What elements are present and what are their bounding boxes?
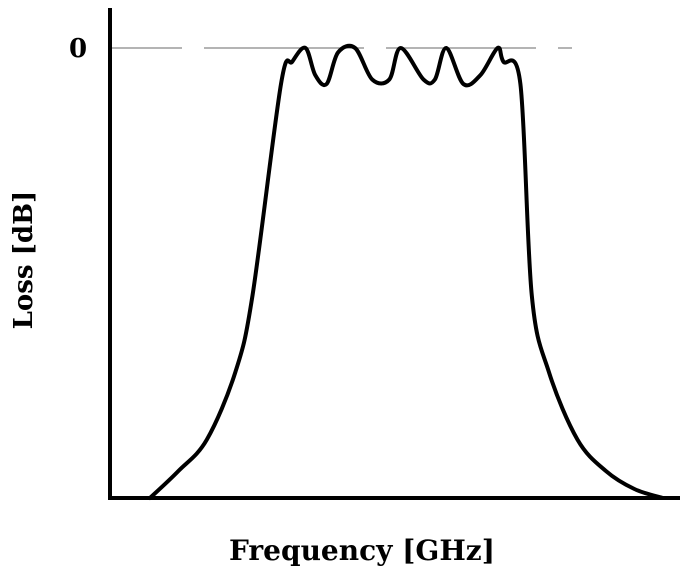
x-axis-label: Frequency [GHz]: [229, 534, 495, 567]
y-tick-label: 0: [69, 34, 87, 64]
y-ticks: 0: [69, 34, 87, 64]
plot-area: [110, 43, 665, 500]
series-line: [147, 43, 665, 500]
y-axis-label: Loss [dB]: [9, 191, 39, 330]
